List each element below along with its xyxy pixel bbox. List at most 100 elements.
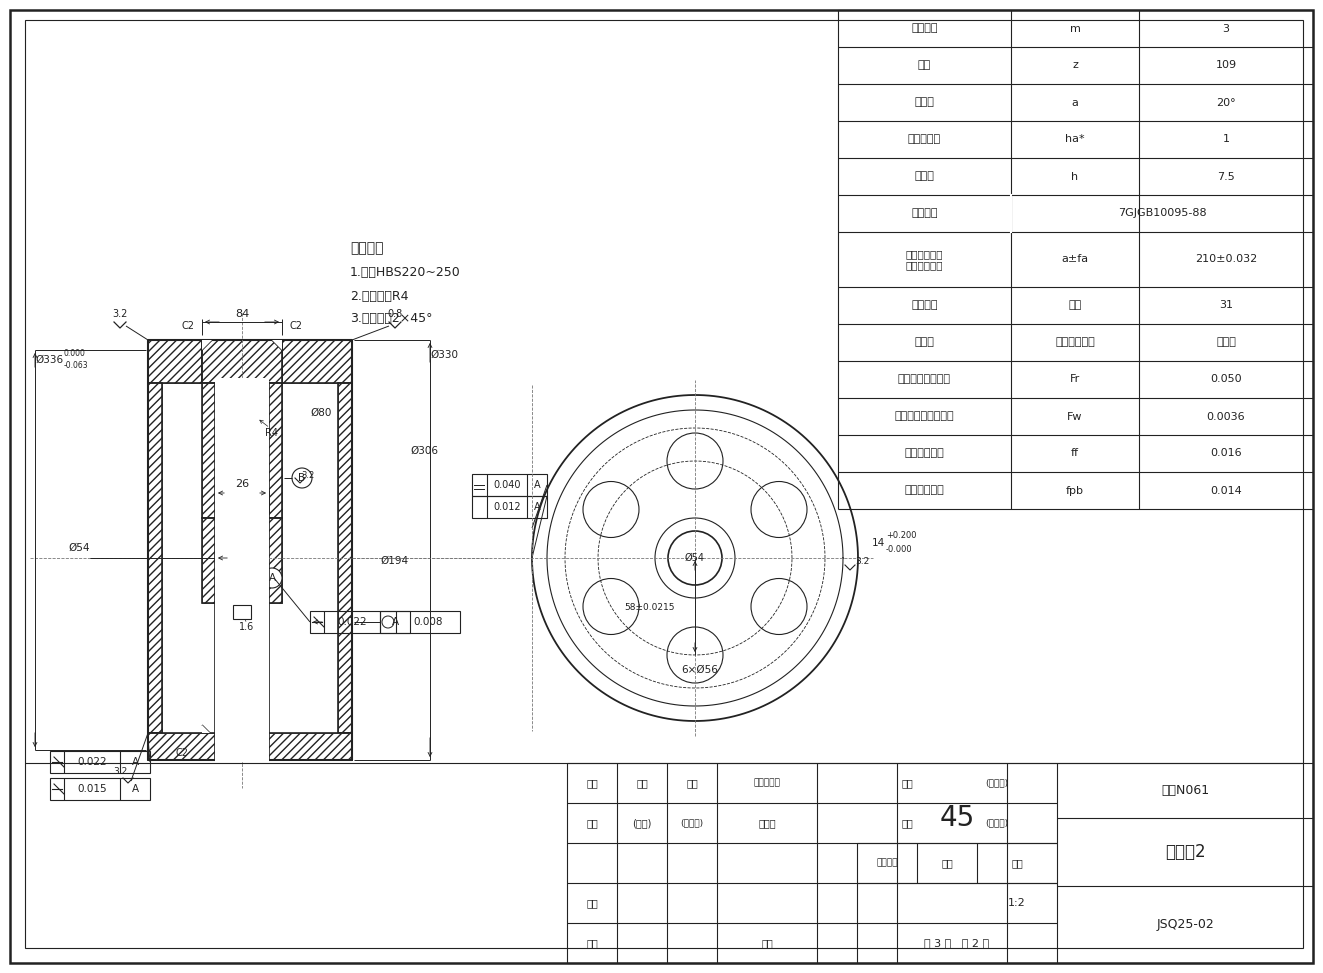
Text: 配对齿轮: 配对齿轮	[912, 301, 938, 310]
Bar	[472, 496, 546, 518]
Text: 标记: 标记	[586, 778, 598, 788]
Text: 分区: 分区	[687, 778, 697, 788]
Text: 3.2: 3.2	[302, 471, 315, 480]
Text: A: A	[131, 757, 139, 767]
Text: 齿数: 齿数	[1069, 301, 1082, 310]
Text: ff: ff	[1072, 449, 1080, 458]
Text: 设计: 设计	[901, 818, 913, 828]
Text: Ø194: Ø194	[380, 556, 407, 565]
Text: -0.063: -0.063	[64, 362, 89, 371]
Text: 设计: 设计	[586, 818, 598, 828]
Text: h: h	[1072, 171, 1078, 182]
Polygon shape	[273, 340, 282, 350]
Bar	[216, 601, 269, 762]
Text: a±fa: a±fa	[1061, 255, 1089, 265]
Polygon shape	[202, 518, 282, 603]
Text: fpb: fpb	[1066, 486, 1084, 495]
Polygon shape	[148, 733, 352, 760]
Text: 齿圈径向跳动公差: 齿圈径向跳动公差	[898, 375, 951, 384]
Text: 基节极限偏差: 基节极限偏差	[905, 486, 945, 495]
Circle shape	[751, 482, 807, 537]
Text: Ø306: Ø306	[410, 446, 438, 455]
Text: 齿距极限偏差: 齿距极限偏差	[905, 449, 945, 458]
Text: 14: 14	[872, 538, 885, 548]
Polygon shape	[148, 383, 161, 733]
Text: C2: C2	[181, 321, 194, 331]
Text: 重量: 重量	[941, 858, 953, 868]
Text: 阶段标记: 阶段标记	[876, 858, 898, 868]
Text: a: a	[1072, 97, 1078, 107]
Text: 审核: 审核	[586, 898, 598, 908]
Text: Ø336: Ø336	[34, 355, 64, 365]
Polygon shape	[148, 340, 202, 383]
Polygon shape	[337, 733, 352, 760]
Text: 机械N061: 机械N061	[1162, 784, 1209, 797]
Text: 26: 26	[235, 479, 249, 489]
Text: 210±0.032: 210±0.032	[1195, 255, 1257, 265]
Text: 大齿轮2: 大齿轮2	[1164, 843, 1205, 861]
Circle shape	[667, 433, 722, 489]
Text: 全齿高: 全齿高	[914, 171, 934, 182]
Circle shape	[583, 579, 639, 634]
Text: 0.8: 0.8	[388, 309, 402, 319]
Circle shape	[668, 531, 722, 585]
Text: Ø330: Ø330	[430, 350, 458, 360]
Bar	[568, 763, 1312, 963]
Text: 0.022: 0.022	[337, 617, 366, 627]
Text: 3.2: 3.2	[855, 558, 869, 566]
Polygon shape	[148, 733, 161, 760]
Text: 109: 109	[1216, 60, 1237, 70]
Text: 齿型角: 齿型角	[914, 97, 934, 107]
Text: 3: 3	[1222, 23, 1229, 33]
Circle shape	[292, 468, 312, 488]
Text: Ø80: Ø80	[310, 408, 331, 418]
Circle shape	[262, 568, 282, 588]
Text: 0.008: 0.008	[413, 617, 443, 627]
Text: 检验项目代号: 检验项目代号	[1056, 338, 1095, 347]
Text: Fw: Fw	[1068, 412, 1082, 421]
Text: 0.050: 0.050	[1211, 375, 1242, 384]
Text: 3.2: 3.2	[112, 309, 128, 319]
Text: 45: 45	[939, 804, 975, 832]
Text: 0.0036: 0.0036	[1207, 412, 1245, 421]
Text: 批准: 批准	[761, 938, 773, 948]
Text: 7.5: 7.5	[1217, 171, 1234, 182]
Text: Ø54: Ø54	[685, 553, 705, 563]
Bar	[233, 605, 251, 619]
Circle shape	[583, 482, 639, 537]
Polygon shape	[202, 383, 282, 518]
Text: 0.016: 0.016	[1211, 449, 1242, 458]
Text: 31: 31	[1218, 301, 1233, 310]
Text: R4: R4	[266, 428, 279, 438]
Text: ha*: ha*	[1065, 134, 1085, 145]
Polygon shape	[202, 340, 282, 383]
Text: 0.022: 0.022	[77, 757, 107, 767]
Text: 0.012: 0.012	[493, 502, 521, 512]
Circle shape	[751, 579, 807, 634]
Text: 公差组: 公差组	[914, 338, 934, 347]
Text: 0.014: 0.014	[1211, 486, 1242, 495]
Text: B: B	[299, 473, 306, 483]
Text: 共 3 张   第 2 张: 共 3 张 第 2 张	[925, 938, 990, 948]
Text: 精度等级: 精度等级	[912, 208, 938, 219]
Text: 处数: 处数	[636, 778, 648, 788]
Text: 1:2: 1:2	[1008, 898, 1025, 908]
Text: A: A	[533, 480, 540, 490]
Bar	[50, 751, 149, 773]
Text: (年月日): (年月日)	[986, 778, 1008, 787]
Text: 齿顶高系数: 齿顶高系数	[908, 134, 941, 145]
Circle shape	[655, 518, 736, 598]
Text: 1: 1	[1222, 134, 1229, 145]
Text: 标准化: 标准化	[758, 818, 775, 828]
Text: 签名: 签名	[901, 778, 913, 788]
Text: 工艺: 工艺	[586, 938, 598, 948]
Text: C2: C2	[290, 321, 303, 331]
Text: A: A	[269, 573, 275, 583]
Polygon shape	[202, 725, 210, 733]
Text: JSQ25-02: JSQ25-02	[1156, 918, 1215, 931]
Text: 比例: 比例	[1011, 858, 1023, 868]
Text: 0.015: 0.015	[77, 784, 107, 794]
Text: -0.000: -0.000	[886, 546, 913, 555]
Polygon shape	[337, 383, 352, 733]
Text: 齿数: 齿数	[918, 60, 931, 70]
